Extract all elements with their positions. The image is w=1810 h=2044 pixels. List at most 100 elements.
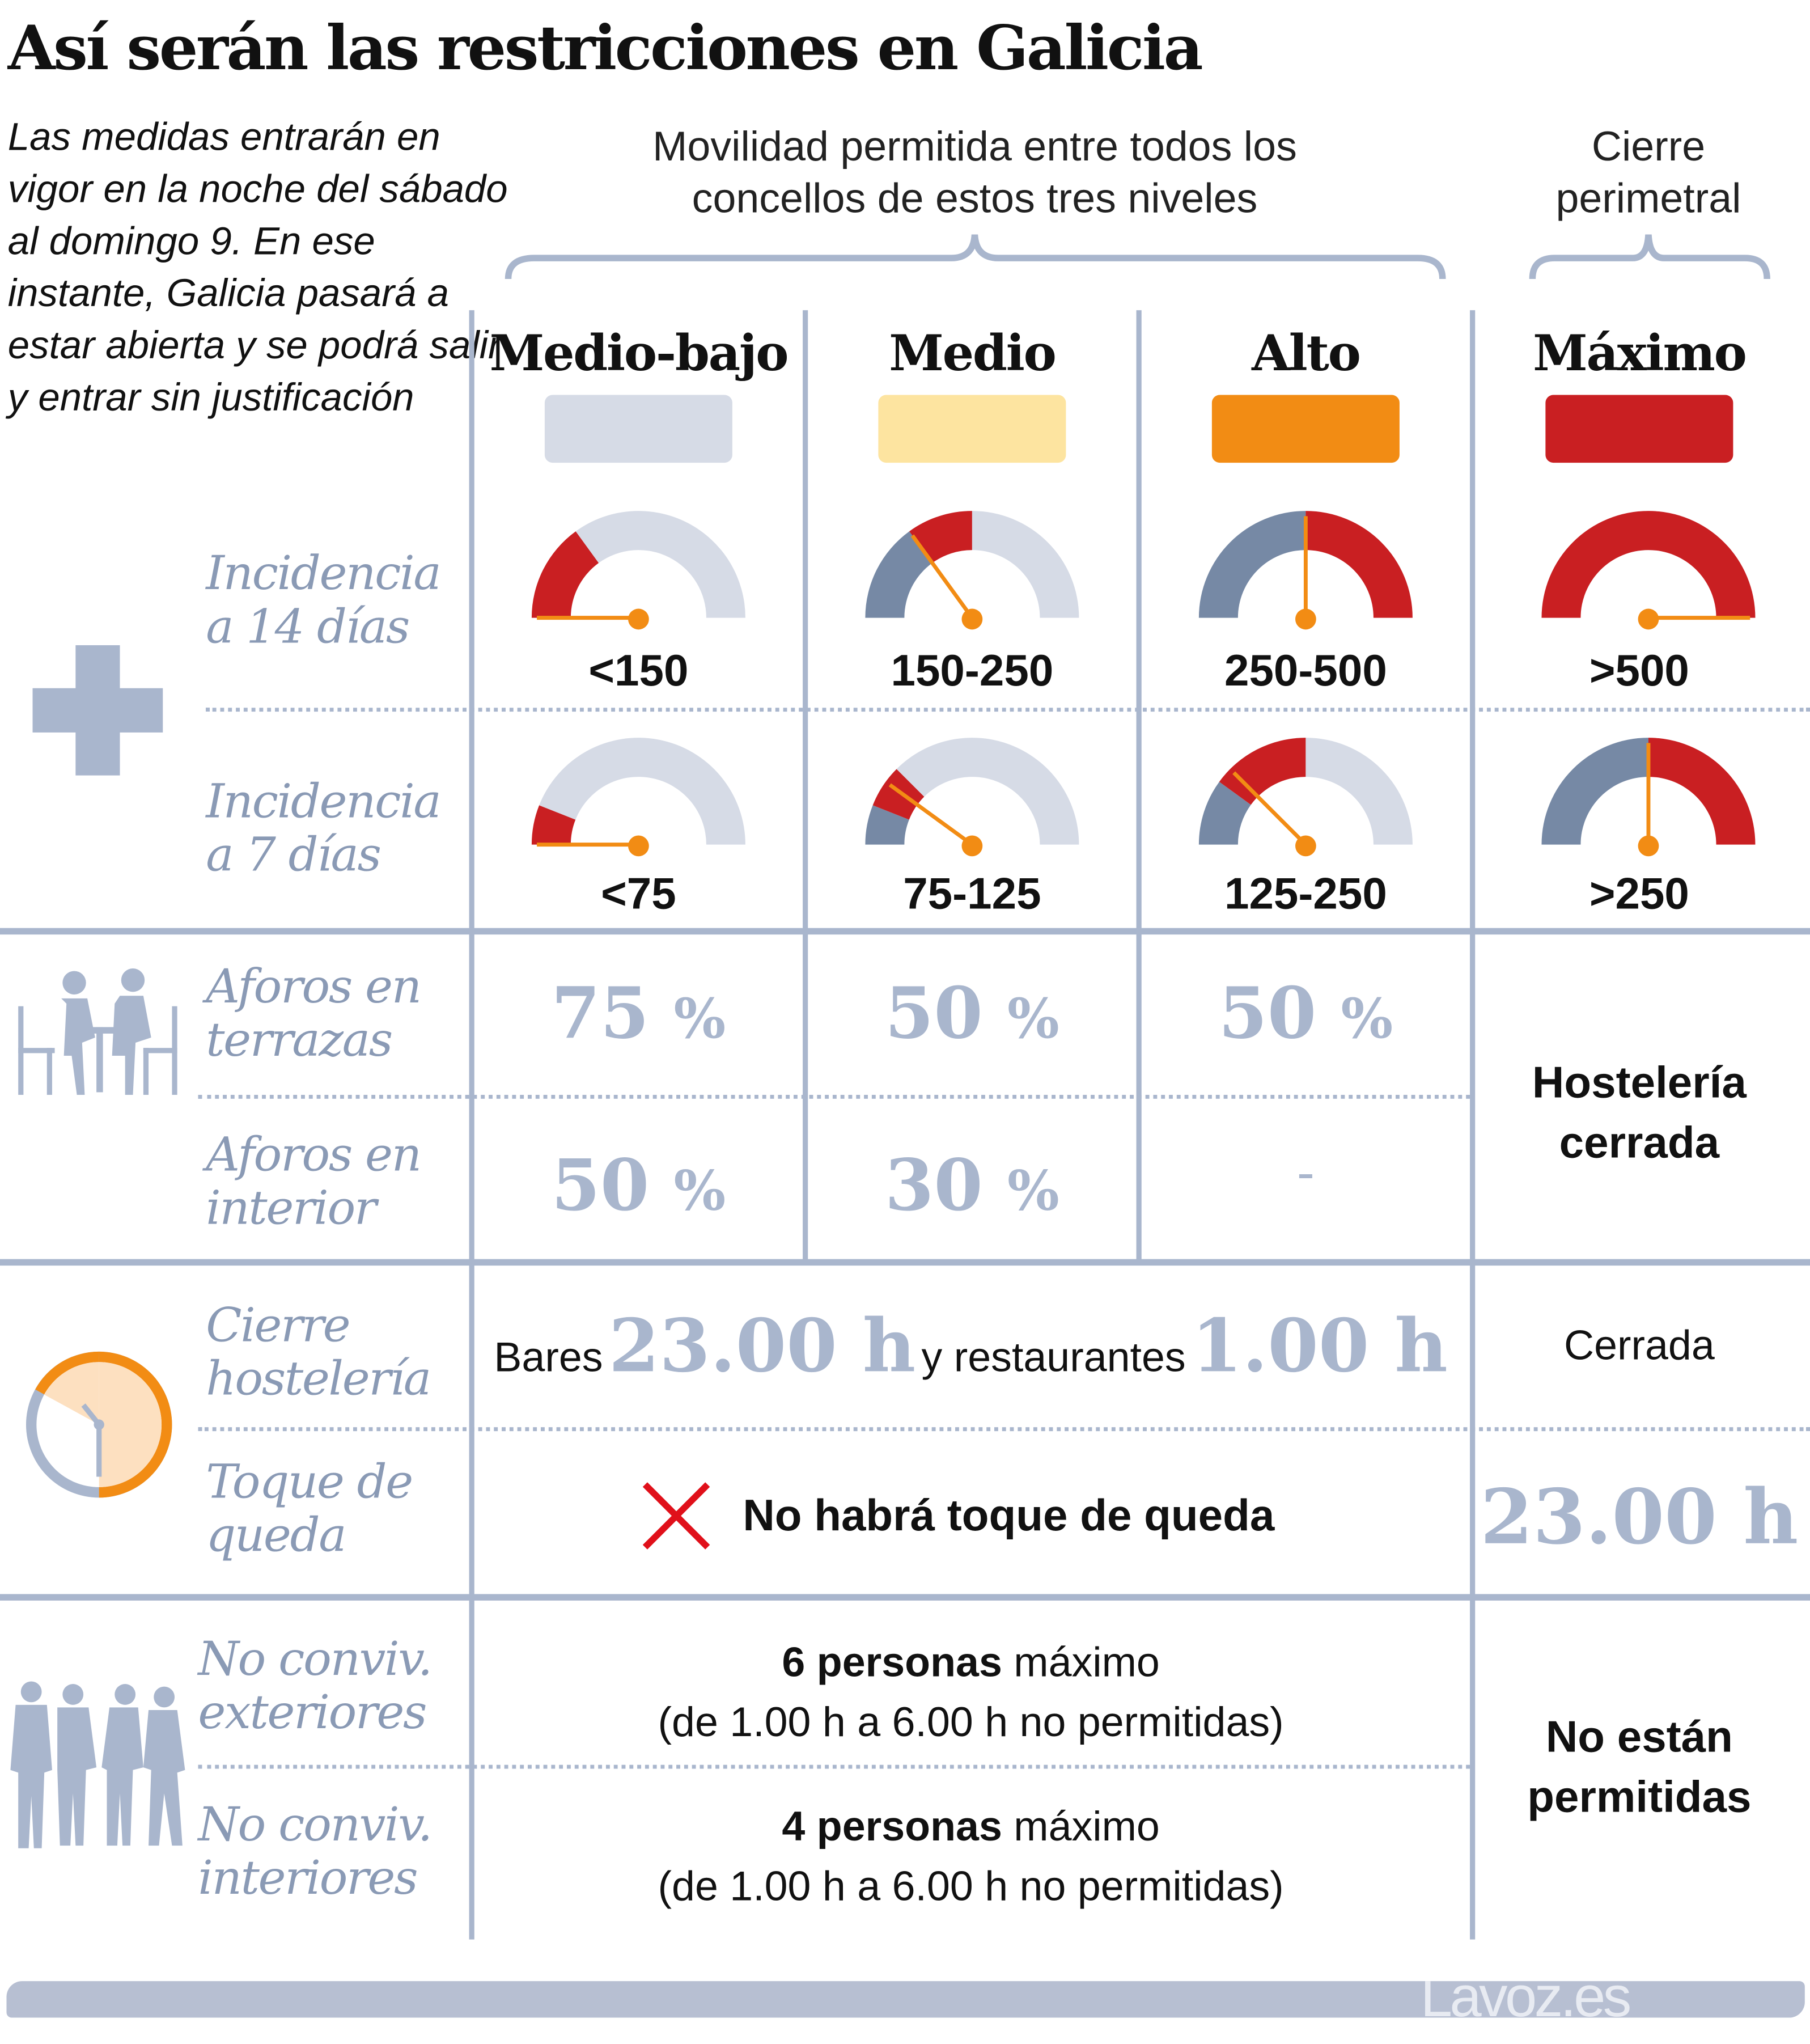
row-label-inc7: Incidencia a 7 días [206,775,442,883]
gauge-segment [1541,738,1648,845]
int-note: (de 1.00 h a 6.00 h no permitidas) [658,1862,1284,1910]
int-count: 4 personas [782,1802,1002,1850]
brace-icons [505,234,1770,280]
ext-count: 6 personas [782,1638,1002,1686]
red-x-icon [642,1482,710,1550]
gauge-segment [1219,738,1306,805]
mobility-header: Movilidad permitida entre todos los conc… [652,122,1297,222]
footer-logo: Lavoz.es [1420,1981,1632,2018]
row-label-ext: No conviv. exteriores [198,1633,433,1740]
range-inc14: 150-250 [891,646,1054,696]
gauge-needle [888,783,973,847]
level-medio: Medio [889,323,1057,382]
gauge-needle [1232,771,1307,847]
gauge-pivot [961,835,983,857]
gauge-segment [1305,738,1413,845]
int-suffix: máximo [1014,1802,1160,1850]
intro-text: Las medidas entrarán en vigor en la noch… [7,116,508,420]
value: 50 [1218,971,1317,1055]
value: 75 [551,971,650,1055]
bares-label: Bares [494,1333,603,1381]
row-separator [198,1427,1810,1432]
level-color-swatch [544,395,732,463]
gauge-segment [865,805,909,845]
level-alto: Alto [1252,323,1361,382]
range-inc14: <150 [588,646,689,696]
range-inc7: 75-125 [903,869,1041,919]
range-inc7: >250 [1589,869,1689,919]
gauge-segment [865,531,932,618]
col-divider [1136,310,1142,1262]
range-inc7: 125-250 [1224,869,1387,919]
terrace-diners-icon [18,968,177,1095]
section-divider [0,928,1810,935]
row-label-inc14: Incidencia a 14 días [206,547,442,654]
no-permitidas: No están permitidas [1527,1712,1752,1822]
gauge-segment [539,738,745,845]
gauge-pivot [961,608,983,630]
level-color-swatch [1211,395,1400,463]
gauge-pivot [1295,835,1316,857]
gauge-segment [531,531,599,618]
row-separator [198,1764,1470,1769]
ext-rule: 6 personas máximo (de 1.00 h a 6.00 h no… [472,1632,1470,1751]
col-divider [1470,310,1476,1940]
people-group-icon [10,1681,185,1848]
restaurantes-label: y restaurantes [921,1333,1186,1381]
value: 50 [551,1143,650,1227]
gauge-segment [1541,511,1756,618]
medical-cross-icon [32,645,163,776]
col-divider [469,310,474,1940]
brace-mobility-icon [505,234,1446,280]
gauge-pivot [628,608,649,630]
level-maximo: Máximo [1533,323,1747,382]
restaurantes-time: 1.00 h [1191,1303,1448,1390]
terrazas-value: 50 % [806,971,1139,1055]
gauge-pivot [1295,608,1316,630]
int-rule: 4 personas máximo (de 1.00 h a 6.00 h no… [472,1796,1470,1916]
gauge-segment [896,738,1079,845]
ext-note: (de 1.00 h a 6.00 h no permitidas) [658,1698,1284,1746]
interior-value: - [1296,1143,1315,1203]
percent-sign: % [673,1158,726,1223]
cierre-hours: Bares 23.00 h y restaurantes 1.00 h [472,1304,1470,1390]
row-separator [206,708,1810,712]
level-color-swatch [878,395,1066,463]
gauge-segment [1648,738,1756,845]
range-inc7: <75 [601,869,676,919]
terrazas-value: 50 % [1139,971,1472,1055]
row-label-cierre: Cierre hostelería [206,1299,431,1407]
perimeter-header: Cierre perimetral [1555,122,1741,222]
footer-bar: Lavoz.es [6,1981,1805,2018]
section-divider [0,1259,1810,1266]
gauge-segment [1198,781,1251,845]
row-label-toque: Toque de queda [206,1455,413,1563]
percent-sign: % [673,987,726,1051]
curfew-maximo: 23.00 h [1480,1472,1799,1561]
row-label-interior: Aforos en interior [206,1128,422,1236]
hosteleria-cerrada: Hostelería cerrada [1532,1058,1747,1168]
gauge-pivot [1638,835,1659,857]
interior-value: 30 % [806,1143,1139,1226]
percent-sign: % [1007,987,1059,1051]
range-inc14: >500 [1589,646,1689,696]
gauge-segment [575,511,745,618]
gauges [531,511,1756,857]
gauge-needle [910,534,974,619]
gauge-pivot [628,835,649,857]
percent-sign: % [1341,987,1393,1051]
bares-time: 23.00 h [608,1303,916,1390]
gauge-pivot [1638,608,1659,630]
gauge-segment [1305,511,1413,618]
gauge-segment [1198,511,1306,618]
row-label-terrazas: Aforos en terrazas [206,960,422,1068]
no-curfew: No habrá toque de queda [743,1491,1275,1541]
gauge-segment [531,805,576,845]
level-color-swatch [1545,395,1733,463]
level-medio-bajo: Medio-bajo [489,323,789,382]
percent-sign: % [1007,1158,1059,1223]
gauge-segment [972,511,1079,618]
page-title: Así serán las restricciones en Galicia [7,12,1203,85]
row-label-int: No conviv. interiores [198,1798,433,1906]
